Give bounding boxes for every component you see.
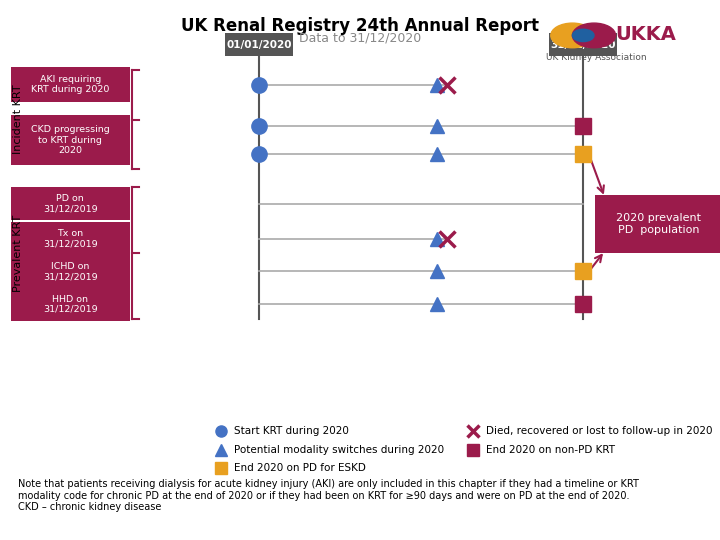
- FancyBboxPatch shape: [11, 67, 130, 102]
- FancyBboxPatch shape: [11, 116, 130, 165]
- Text: Data to 31/12/2020: Data to 31/12/2020: [299, 31, 421, 44]
- Text: 2020 prevalent
PD  population: 2020 prevalent PD population: [616, 213, 701, 235]
- Text: UK Kidney Association: UK Kidney Association: [546, 53, 647, 62]
- FancyBboxPatch shape: [11, 255, 130, 288]
- FancyBboxPatch shape: [11, 222, 130, 255]
- Text: End 2020 on PD for ESKD: End 2020 on PD for ESKD: [235, 463, 366, 472]
- FancyBboxPatch shape: [549, 33, 618, 56]
- Text: 31/12/2020: 31/12/2020: [551, 39, 616, 50]
- FancyBboxPatch shape: [225, 33, 294, 56]
- Text: Potential modality switches during 2020: Potential modality switches during 2020: [235, 444, 444, 455]
- Text: PD on
31/12/2019: PD on 31/12/2019: [43, 194, 97, 213]
- Text: UKKA: UKKA: [616, 25, 677, 44]
- Text: 01/01/2020: 01/01/2020: [227, 39, 292, 50]
- FancyBboxPatch shape: [11, 288, 130, 321]
- Text: End 2020 on non-PD KRT: End 2020 on non-PD KRT: [487, 444, 616, 455]
- Text: Note that patients receiving dialysis for acute kidney injury (AKI) are only inc: Note that patients receiving dialysis fo…: [18, 479, 639, 512]
- Text: CKD progressing
to KRT during
2020: CKD progressing to KRT during 2020: [31, 125, 109, 155]
- Text: Incident KRT: Incident KRT: [13, 85, 23, 154]
- Text: AKI requiring
KRT during 2020: AKI requiring KRT during 2020: [31, 75, 109, 94]
- FancyBboxPatch shape: [11, 187, 130, 220]
- FancyBboxPatch shape: [595, 195, 720, 253]
- Text: Died, recovered or lost to follow-up in 2020: Died, recovered or lost to follow-up in …: [487, 427, 713, 436]
- Text: UK Renal Registry 24th Annual Report: UK Renal Registry 24th Annual Report: [181, 17, 539, 35]
- Text: Prevalent KRT: Prevalent KRT: [13, 214, 23, 292]
- Text: Start KRT during 2020: Start KRT during 2020: [235, 427, 349, 436]
- Circle shape: [572, 23, 616, 48]
- Text: ICHD on
31/12/2019: ICHD on 31/12/2019: [43, 262, 97, 281]
- Text: Tx on
31/12/2019: Tx on 31/12/2019: [43, 229, 97, 248]
- Text: HHD on
31/12/2019: HHD on 31/12/2019: [43, 294, 97, 314]
- Circle shape: [551, 23, 594, 48]
- Circle shape: [572, 29, 594, 42]
